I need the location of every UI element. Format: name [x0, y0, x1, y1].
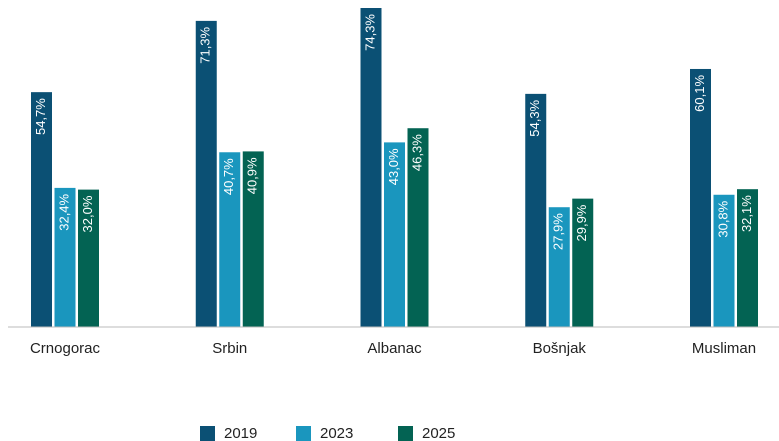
value-label: 30,8% [715, 200, 730, 237]
bar [548, 207, 570, 327]
legend-swatch [398, 426, 413, 441]
legend-label: 2025 [422, 425, 455, 441]
bar [737, 189, 758, 327]
x-tick-label: Crnogorac [30, 340, 101, 357]
bar [195, 20, 217, 327]
bar [572, 198, 594, 327]
value-label: 27,9% [551, 213, 566, 250]
bar [690, 68, 711, 327]
value-label: 43,0% [386, 148, 401, 185]
value-label: 54,3% [527, 99, 542, 136]
value-label: 32,4% [56, 193, 71, 230]
legend-label: 2023 [320, 425, 353, 441]
legend-swatch [200, 426, 215, 441]
bar [713, 194, 735, 327]
x-tick-label: Bošnjak [533, 340, 587, 357]
value-label: 71,3% [198, 26, 213, 63]
x-tick-label: Musliman [692, 340, 756, 357]
value-label: 32,0% [80, 195, 95, 232]
value-label: 60,1% [692, 75, 707, 112]
value-label: 32,1% [739, 195, 754, 232]
bar [525, 93, 547, 327]
bar [407, 128, 429, 327]
value-label: 54,7% [33, 98, 48, 135]
value-label: 40,7% [221, 158, 236, 195]
legend-label: 2019 [224, 425, 257, 441]
bar [78, 189, 99, 327]
value-label: 29,9% [574, 204, 589, 241]
bar [360, 8, 382, 327]
bar [384, 142, 405, 327]
bar [31, 92, 52, 327]
value-label: 40,9% [245, 157, 260, 194]
x-tick-label: Srbin [212, 340, 247, 357]
x-tick-label: Albanac [367, 340, 422, 357]
bar [242, 151, 264, 327]
value-label: 46,3% [409, 134, 424, 171]
bar [54, 187, 76, 327]
legend-swatch [296, 426, 311, 441]
bar [219, 152, 241, 327]
value-label: 74,3% [362, 14, 377, 51]
